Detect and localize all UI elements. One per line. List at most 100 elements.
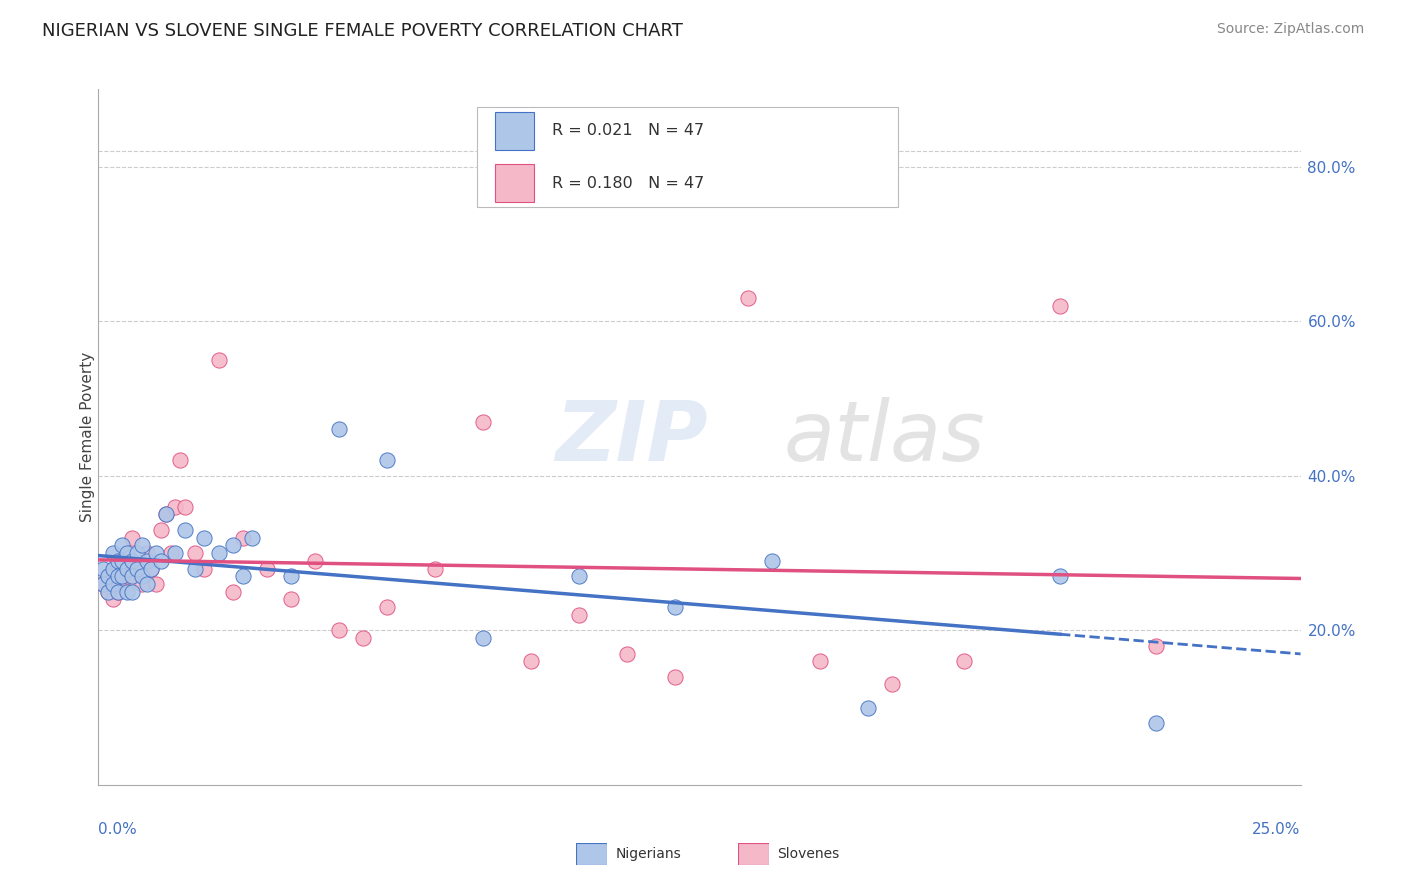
Point bbox=[111, 569, 134, 583]
Point bbox=[125, 561, 148, 575]
Point bbox=[1144, 639, 1167, 653]
Point bbox=[101, 561, 124, 575]
Point bbox=[664, 600, 686, 615]
Point bbox=[97, 584, 120, 599]
Point bbox=[664, 670, 686, 684]
Text: Source: ZipAtlas.com: Source: ZipAtlas.com bbox=[1216, 22, 1364, 37]
Point bbox=[280, 569, 302, 583]
Point bbox=[169, 453, 191, 467]
Bar bbox=[495, 164, 534, 202]
Point bbox=[159, 546, 181, 560]
Point bbox=[131, 569, 153, 583]
Point bbox=[472, 631, 495, 645]
Point bbox=[91, 561, 114, 575]
Point bbox=[131, 577, 153, 591]
Point bbox=[193, 531, 215, 545]
Point bbox=[183, 561, 205, 575]
Point bbox=[1049, 299, 1071, 313]
Point bbox=[117, 561, 139, 575]
Text: ZIP: ZIP bbox=[555, 397, 707, 477]
Point bbox=[174, 500, 197, 514]
Point bbox=[880, 677, 903, 691]
Point bbox=[208, 352, 231, 367]
Point bbox=[240, 531, 263, 545]
Point bbox=[101, 561, 124, 575]
Point bbox=[101, 546, 124, 560]
Point bbox=[117, 584, 139, 599]
Point bbox=[155, 508, 177, 522]
Point bbox=[232, 569, 254, 583]
Point bbox=[101, 592, 124, 607]
Point bbox=[107, 577, 129, 591]
Point bbox=[141, 561, 163, 575]
Point bbox=[616, 647, 638, 661]
Point bbox=[125, 561, 148, 575]
Text: Slovenes: Slovenes bbox=[778, 847, 839, 861]
Point bbox=[1144, 716, 1167, 731]
Point bbox=[107, 584, 129, 599]
Point bbox=[97, 569, 120, 583]
Point bbox=[568, 569, 591, 583]
Point bbox=[856, 700, 879, 714]
Point bbox=[107, 584, 129, 599]
Point bbox=[131, 538, 153, 552]
FancyBboxPatch shape bbox=[477, 106, 898, 208]
Point bbox=[165, 546, 187, 560]
Point bbox=[375, 453, 398, 467]
Point bbox=[174, 523, 197, 537]
Point bbox=[121, 554, 143, 568]
Point bbox=[155, 508, 177, 522]
Point bbox=[125, 546, 148, 560]
Point bbox=[520, 654, 543, 668]
Point bbox=[101, 577, 124, 591]
Point bbox=[232, 531, 254, 545]
Point bbox=[117, 569, 139, 583]
Point bbox=[737, 291, 759, 305]
Point bbox=[193, 561, 215, 575]
Point bbox=[91, 577, 114, 591]
Point bbox=[472, 415, 495, 429]
Point bbox=[135, 554, 157, 568]
Point bbox=[149, 523, 172, 537]
Text: 0.0%: 0.0% bbox=[98, 822, 138, 837]
Point bbox=[141, 561, 163, 575]
Point bbox=[121, 531, 143, 545]
Point bbox=[145, 577, 167, 591]
Point bbox=[165, 500, 187, 514]
Point bbox=[256, 561, 278, 575]
Y-axis label: Single Female Poverty: Single Female Poverty bbox=[80, 352, 94, 522]
Point bbox=[145, 546, 167, 560]
Point bbox=[568, 607, 591, 622]
Point bbox=[97, 584, 120, 599]
Point bbox=[208, 546, 231, 560]
Point bbox=[111, 554, 134, 568]
Point bbox=[352, 631, 374, 645]
Text: NIGERIAN VS SLOVENE SINGLE FEMALE POVERTY CORRELATION CHART: NIGERIAN VS SLOVENE SINGLE FEMALE POVERT… bbox=[42, 22, 683, 40]
Text: Nigerians: Nigerians bbox=[616, 847, 682, 861]
Point bbox=[149, 554, 172, 568]
Point bbox=[135, 546, 157, 560]
Point bbox=[1049, 569, 1071, 583]
Point bbox=[328, 422, 350, 436]
Text: R = 0.180   N = 47: R = 0.180 N = 47 bbox=[551, 176, 704, 191]
Point bbox=[953, 654, 976, 668]
Point bbox=[375, 600, 398, 615]
Point bbox=[111, 554, 134, 568]
Point bbox=[121, 554, 143, 568]
Point bbox=[97, 569, 120, 583]
Point bbox=[280, 592, 302, 607]
Point bbox=[761, 554, 783, 568]
Point bbox=[121, 584, 143, 599]
Point bbox=[135, 577, 157, 591]
Text: 25.0%: 25.0% bbox=[1253, 822, 1301, 837]
Point bbox=[328, 624, 350, 638]
Point bbox=[117, 546, 139, 560]
Point bbox=[304, 554, 326, 568]
Point bbox=[121, 569, 143, 583]
Point bbox=[111, 577, 134, 591]
Point bbox=[91, 577, 114, 591]
Point bbox=[808, 654, 831, 668]
Point bbox=[107, 554, 129, 568]
Text: atlas: atlas bbox=[783, 397, 986, 477]
Bar bbox=[495, 112, 534, 150]
